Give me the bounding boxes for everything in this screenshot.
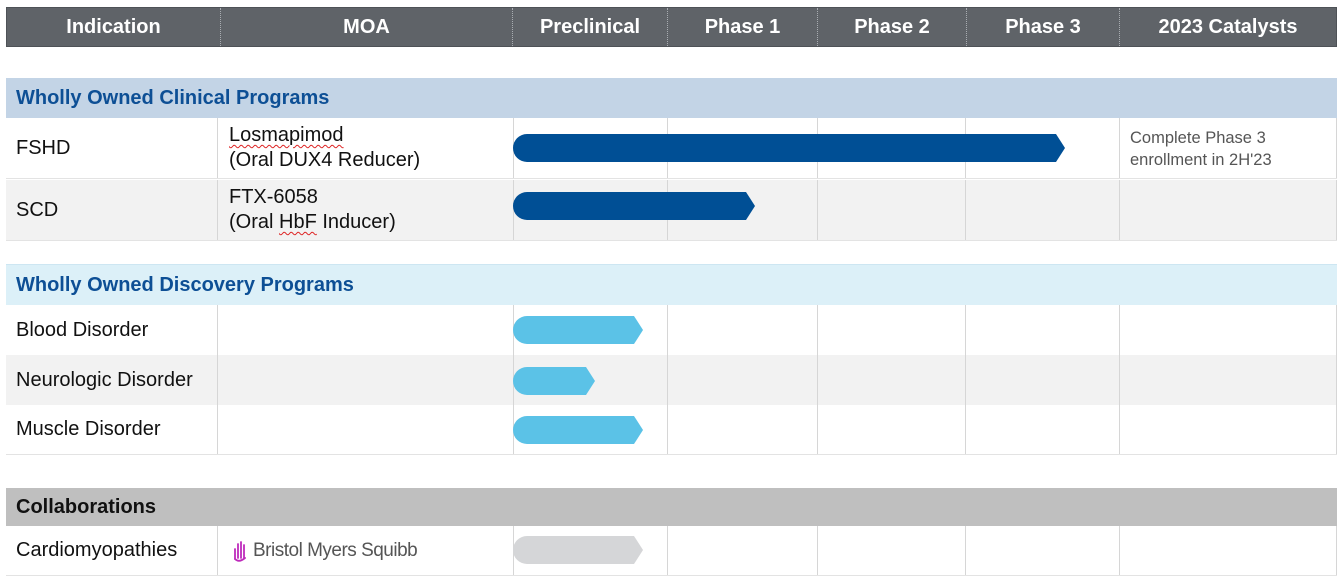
phase3-cell: [966, 180, 1120, 240]
phase3-cell: [966, 305, 1120, 355]
indication-cell: Blood Disorder: [6, 305, 218, 355]
moa-cell: [218, 355, 514, 405]
phase1-cell: [668, 180, 818, 240]
catalyst-line: enrollment in 2H'23: [1130, 151, 1272, 169]
header-phase2: Phase 2: [818, 8, 967, 46]
progress-bar-scd: [513, 192, 755, 220]
progress-bar-cardiomyopathies: [513, 536, 643, 564]
moa-cell: [218, 405, 514, 454]
catalyst-cell: [1120, 355, 1337, 405]
table-row: Cardiomyopathies Bristol Myers Squibb: [6, 526, 1337, 576]
pipeline-header: Indication MOA Preclinical Phase 1 Phase…: [6, 7, 1337, 47]
partner-logo: Bristol Myers Squibb: [218, 526, 514, 575]
moa-cell: FTX-6058 (Oral HbF Inducer): [218, 180, 514, 240]
phase1-cell: [668, 405, 818, 454]
indication-cell: FSHD: [6, 118, 218, 178]
table-row: FSHD Losmapimod (Oral DUX4 Reducer) Comp…: [6, 118, 1337, 179]
clinical-programs-band: Wholly Owned Clinical Programs: [6, 78, 1337, 118]
phase3-cell: [966, 118, 1120, 178]
indication-cell: SCD: [6, 180, 218, 240]
discovery-programs-band: Wholly Owned Discovery Programs: [6, 264, 1337, 305]
bms-hand-icon: [234, 540, 246, 562]
header-phase3: Phase 3: [967, 8, 1120, 46]
progress-bar-muscle: [513, 416, 643, 444]
preclinical-cell: [514, 526, 668, 575]
progress-bar-neurologic: [513, 367, 595, 395]
phase3-cell: [966, 405, 1120, 454]
preclinical-cell: [514, 355, 668, 405]
moa-description: (Oral DUX4 Reducer): [229, 149, 421, 171]
table-row: Blood Disorder: [6, 305, 1337, 355]
phase2-cell: [818, 405, 966, 454]
table-row: SCD FTX-6058 (Oral HbF Inducer): [6, 180, 1337, 241]
header-moa: MOA: [221, 8, 513, 46]
moa-name: Losmapimod: [229, 124, 344, 146]
phase2-cell: [818, 526, 966, 575]
header-indication: Indication: [7, 8, 221, 46]
partner-name: Bristol Myers Squibb: [253, 539, 418, 561]
phase3-cell: [966, 355, 1120, 405]
table-row: Muscle Disorder: [6, 405, 1337, 455]
moa-cell: [218, 305, 514, 355]
moa-cell: Losmapimod (Oral DUX4 Reducer): [218, 118, 514, 178]
phase2-cell: [818, 180, 966, 240]
moa-name: FTX-6058: [229, 186, 318, 208]
progress-bar-fshd: [513, 134, 1065, 162]
progress-bar-blood: [513, 316, 643, 344]
preclinical-cell: [514, 305, 668, 355]
catalyst-cell: Complete Phase 3 enrollment in 2H'23: [1120, 118, 1337, 178]
catalyst-cell: [1120, 180, 1337, 240]
phase1-cell: [668, 355, 818, 405]
catalyst-cell: [1120, 405, 1337, 454]
phase1-cell: [668, 526, 818, 575]
indication-cell: Neurologic Disorder: [6, 355, 218, 405]
phase1-cell: [668, 305, 818, 355]
catalyst-line: Complete Phase 3: [1130, 129, 1266, 147]
preclinical-cell: [514, 405, 668, 454]
header-phase1: Phase 1: [668, 8, 818, 46]
catalyst-cell: [1120, 305, 1337, 355]
phase2-cell: [818, 355, 966, 405]
indication-cell: Muscle Disorder: [6, 405, 218, 454]
table-row: Neurologic Disorder: [6, 355, 1337, 405]
header-preclinical: Preclinical: [513, 8, 668, 46]
phase2-cell: [818, 305, 966, 355]
phase3-cell: [966, 526, 1120, 575]
collaborations-band: Collaborations: [6, 488, 1337, 526]
indication-cell: Cardiomyopathies: [6, 526, 218, 575]
moa-description: (Oral HbF Inducer): [229, 211, 396, 233]
header-catalysts: 2023 Catalysts: [1158, 16, 1298, 38]
catalyst-cell: [1120, 526, 1337, 575]
